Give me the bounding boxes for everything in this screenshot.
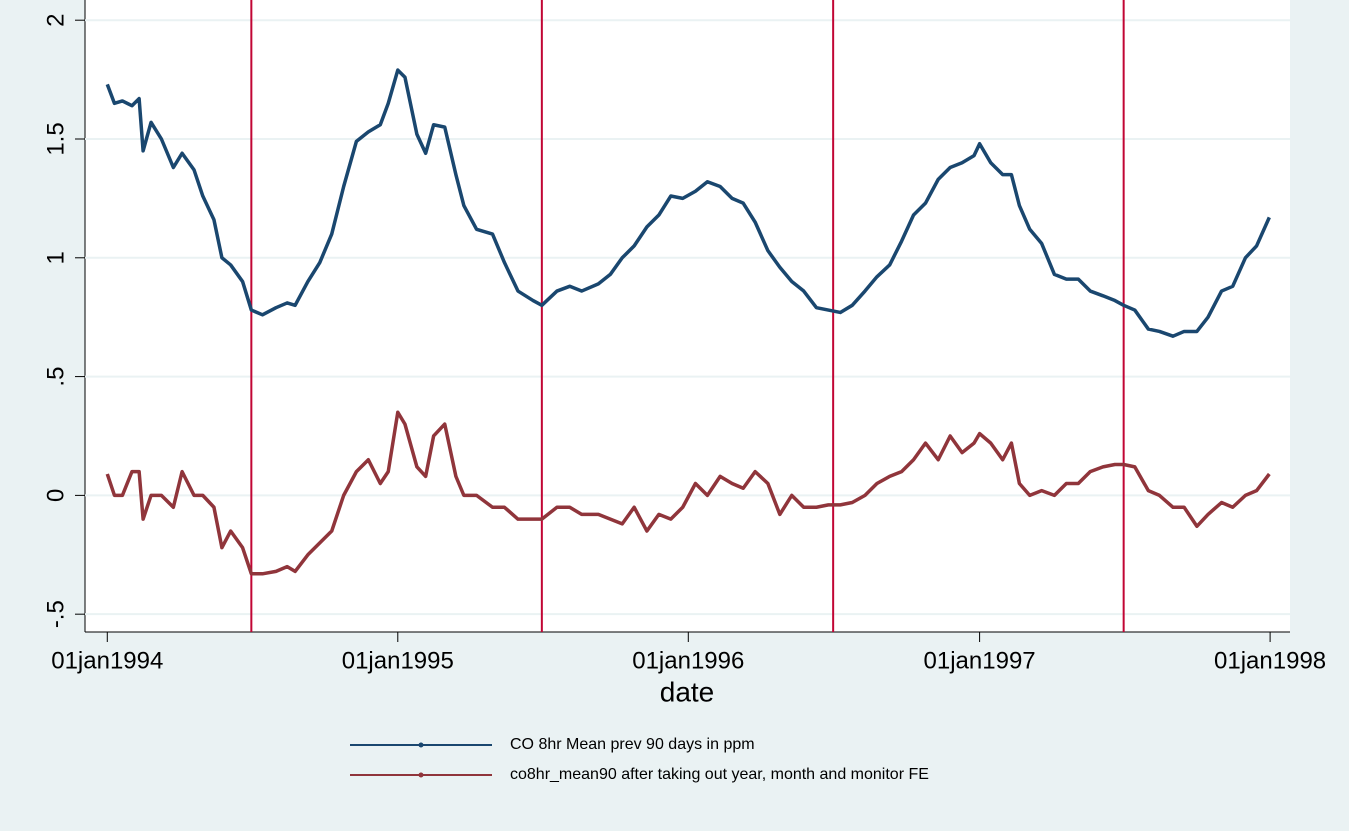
data-line xyxy=(105,68,1271,338)
legend-label: co8hr_mean90 after taking out year, mont… xyxy=(510,766,929,783)
y-tick-label: 1.5 xyxy=(42,122,69,155)
x-axis-title: date xyxy=(660,676,715,707)
x-tick-label: 01jan1996 xyxy=(632,647,744,674)
x-tick-label: 01jan1998 xyxy=(1214,647,1326,674)
x-tick-label: 01jan1995 xyxy=(342,647,454,674)
legend-label: CO 8hr Mean prev 90 days in ppm xyxy=(510,736,755,753)
x-tick-label: 01jan1997 xyxy=(924,647,1036,674)
y-tick-label: 0 xyxy=(42,489,69,502)
y-tick-label: -.5 xyxy=(42,600,69,628)
y-tick-label: .5 xyxy=(42,367,69,387)
data-line xyxy=(105,410,1271,576)
plot-area xyxy=(85,0,1290,632)
legend-marker xyxy=(418,772,424,778)
x-tick-label: 01jan1994 xyxy=(51,647,163,674)
y-tick-label: 1 xyxy=(42,251,69,264)
y-tick-label: 2 xyxy=(42,14,69,27)
legend-marker xyxy=(418,742,424,748)
